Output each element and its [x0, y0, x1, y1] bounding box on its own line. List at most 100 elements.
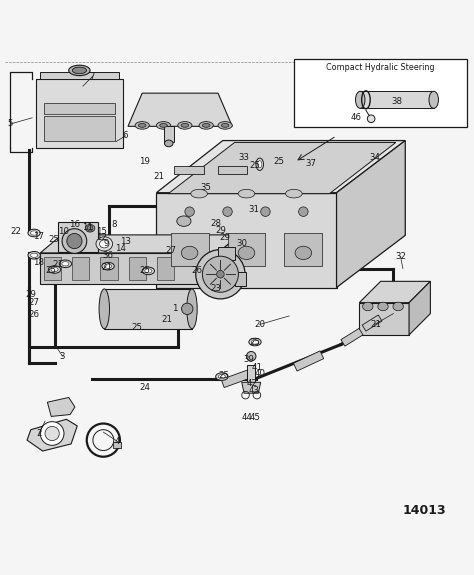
- Ellipse shape: [156, 121, 171, 129]
- Polygon shape: [171, 233, 209, 266]
- Polygon shape: [293, 351, 324, 371]
- Text: 32: 32: [395, 252, 406, 261]
- Ellipse shape: [135, 121, 149, 129]
- Text: 19: 19: [139, 158, 150, 166]
- Ellipse shape: [218, 374, 226, 379]
- Polygon shape: [235, 272, 246, 286]
- Polygon shape: [341, 328, 363, 346]
- Polygon shape: [100, 256, 118, 280]
- Ellipse shape: [378, 302, 388, 310]
- Ellipse shape: [62, 229, 87, 254]
- Ellipse shape: [178, 121, 192, 129]
- Circle shape: [40, 421, 64, 446]
- Text: 14: 14: [115, 244, 127, 253]
- Polygon shape: [359, 281, 430, 302]
- Text: 21: 21: [161, 315, 173, 324]
- Text: 8: 8: [111, 220, 117, 229]
- Text: 1: 1: [172, 304, 177, 313]
- Text: 18: 18: [33, 258, 45, 267]
- Text: 25: 25: [48, 235, 59, 244]
- Ellipse shape: [160, 124, 167, 127]
- Polygon shape: [58, 222, 98, 252]
- Ellipse shape: [182, 246, 198, 259]
- Text: 40: 40: [254, 369, 265, 378]
- Polygon shape: [47, 397, 75, 416]
- Circle shape: [246, 351, 256, 361]
- Ellipse shape: [85, 224, 95, 232]
- Circle shape: [196, 250, 245, 299]
- Polygon shape: [104, 289, 192, 329]
- Circle shape: [87, 225, 93, 231]
- Circle shape: [261, 207, 270, 216]
- Text: 7: 7: [90, 72, 95, 81]
- Circle shape: [223, 207, 232, 216]
- Text: 26: 26: [28, 310, 40, 320]
- Polygon shape: [27, 419, 77, 451]
- Text: 21: 21: [101, 263, 112, 272]
- Polygon shape: [284, 233, 322, 266]
- Text: 36: 36: [102, 251, 114, 260]
- Polygon shape: [44, 256, 61, 280]
- Ellipse shape: [100, 240, 109, 248]
- Text: 27: 27: [165, 246, 176, 255]
- Ellipse shape: [145, 269, 152, 273]
- Polygon shape: [40, 253, 218, 283]
- Polygon shape: [221, 370, 252, 388]
- Ellipse shape: [62, 262, 69, 266]
- Text: 26: 26: [191, 266, 202, 275]
- Polygon shape: [157, 256, 174, 280]
- Text: 29: 29: [215, 226, 226, 235]
- Text: 25: 25: [273, 158, 284, 166]
- Polygon shape: [44, 103, 115, 113]
- Circle shape: [67, 233, 82, 248]
- Polygon shape: [294, 59, 467, 127]
- Text: 42: 42: [246, 379, 258, 388]
- Circle shape: [185, 207, 194, 216]
- Text: 33: 33: [238, 152, 250, 162]
- Text: 23: 23: [210, 284, 221, 293]
- Polygon shape: [168, 143, 396, 194]
- Ellipse shape: [72, 67, 86, 74]
- Ellipse shape: [429, 91, 438, 108]
- Polygon shape: [72, 256, 89, 280]
- Text: 25: 25: [249, 338, 261, 347]
- Text: 28: 28: [210, 219, 221, 228]
- Ellipse shape: [258, 160, 262, 168]
- Polygon shape: [409, 281, 430, 335]
- Ellipse shape: [31, 231, 38, 235]
- Text: 10: 10: [57, 227, 69, 236]
- Text: 11: 11: [82, 223, 93, 232]
- Text: 37: 37: [305, 159, 316, 168]
- Text: 30: 30: [236, 239, 247, 248]
- Ellipse shape: [142, 267, 155, 275]
- Ellipse shape: [102, 262, 114, 270]
- Text: 31: 31: [248, 205, 259, 214]
- Polygon shape: [128, 93, 232, 126]
- Text: Compact Hydralic Steering: Compact Hydralic Steering: [326, 63, 435, 72]
- Text: 3: 3: [60, 352, 65, 361]
- Ellipse shape: [177, 216, 191, 227]
- Text: 45: 45: [249, 413, 261, 423]
- Text: 38: 38: [392, 97, 403, 106]
- Circle shape: [299, 207, 308, 216]
- Polygon shape: [360, 91, 434, 108]
- Text: 34: 34: [369, 152, 380, 162]
- Text: 24: 24: [139, 384, 150, 393]
- Polygon shape: [359, 302, 409, 335]
- Text: 12: 12: [96, 233, 108, 242]
- Ellipse shape: [199, 121, 213, 129]
- Ellipse shape: [69, 65, 90, 76]
- Text: 44: 44: [242, 413, 253, 423]
- Polygon shape: [247, 365, 255, 382]
- Ellipse shape: [99, 289, 109, 329]
- Polygon shape: [156, 140, 405, 193]
- Ellipse shape: [96, 237, 113, 251]
- Text: 4: 4: [115, 437, 120, 446]
- Ellipse shape: [181, 124, 189, 127]
- Text: 13: 13: [120, 236, 131, 246]
- Ellipse shape: [256, 158, 264, 170]
- Text: 35: 35: [201, 183, 212, 193]
- Ellipse shape: [104, 264, 112, 269]
- Polygon shape: [362, 315, 382, 331]
- Circle shape: [202, 256, 238, 292]
